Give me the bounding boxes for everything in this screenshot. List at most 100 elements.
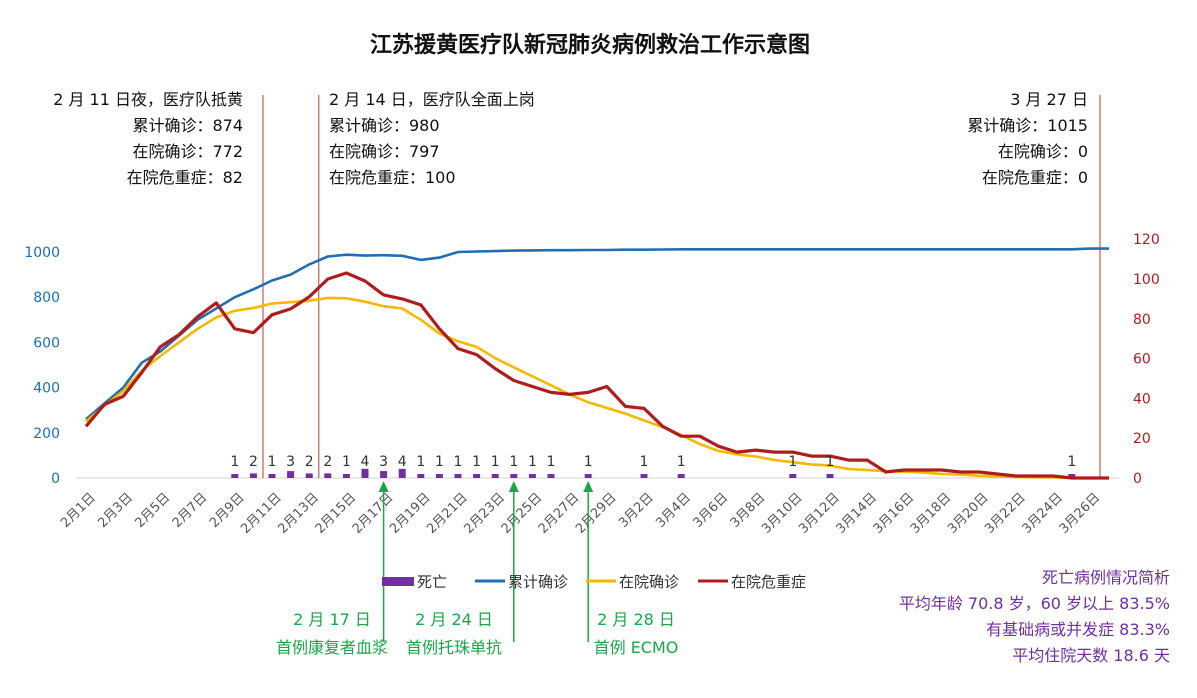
death-bar-label: 1 <box>230 454 239 470</box>
annotation-line: 在院确诊：0 <box>998 142 1088 161</box>
death-bar <box>305 473 313 478</box>
chart-title: 江苏援黄医疗队新冠肺炎病例救治工作示意图 <box>370 32 810 58</box>
death-bar <box>473 474 481 478</box>
annotation-line: 在院危重症：0 <box>982 168 1088 187</box>
death-bar <box>789 474 797 478</box>
death-bar-label: 2 <box>249 454 258 470</box>
x-tick-label: 2月5日 <box>133 490 174 531</box>
death-bar <box>677 474 685 478</box>
death-bar <box>528 474 536 478</box>
legend-label: 死亡 <box>417 573 447 591</box>
event-date: 2 月 17 日 <box>293 610 371 629</box>
death-bar-label: 1 <box>788 454 797 470</box>
death-bar <box>249 473 257 478</box>
annotation-line: 在院确诊：797 <box>329 142 440 161</box>
death-bar <box>342 474 350 478</box>
annotation-line: 在院确诊：772 <box>132 142 243 161</box>
y-left-tick-label: 1000 <box>24 245 60 261</box>
death-bar-label: 1 <box>528 454 537 470</box>
death-summary-line: 平均住院天数 18.6 天 <box>1012 646 1170 665</box>
death-bar-label: 1 <box>584 454 593 470</box>
series-line-1 <box>85 247 1109 421</box>
death-bar-label: 1 <box>472 454 481 470</box>
death-bar-label: 1 <box>268 454 277 470</box>
x-tick-label: 2月29日 <box>573 490 620 537</box>
death-bar <box>826 474 834 478</box>
death-bar-label: 1 <box>640 454 649 470</box>
y-left-tick-label: 200 <box>33 426 60 442</box>
death-bar-label: 4 <box>361 454 370 470</box>
death-bar-label: 1 <box>826 454 835 470</box>
x-tick-label: 3月2日 <box>616 490 657 531</box>
death-bar <box>584 474 592 478</box>
death-bars <box>231 468 1076 478</box>
event-arrow-head <box>583 481 594 492</box>
death-bar <box>380 471 388 478</box>
legend-label: 在院确诊 <box>619 573 679 591</box>
death-bar-label: 1 <box>416 454 425 470</box>
death-bar <box>398 468 406 478</box>
death-bar-label: 1 <box>435 454 444 470</box>
death-bar-label: 3 <box>379 454 388 470</box>
death-bar <box>417 474 425 478</box>
death-bar-label: 3 <box>286 454 295 470</box>
event-arrow-head <box>378 481 389 492</box>
event-arrow-head <box>508 481 519 492</box>
y-right-tick-label: 120 <box>1133 232 1160 248</box>
death-bar <box>287 471 295 478</box>
event-label: 首例托珠单抗 <box>406 638 502 657</box>
y-left-tick-label: 800 <box>33 290 60 306</box>
annotation-line: 累计确诊：1015 <box>967 116 1088 135</box>
death-bar <box>640 474 648 478</box>
series-lines <box>84 247 1109 480</box>
death-bar-label: 2 <box>323 454 332 470</box>
death-bar <box>454 474 462 478</box>
event-label: 首例 ECMO <box>594 638 679 657</box>
x-tick-label: 3月4日 <box>653 490 694 531</box>
x-tick-label: 3月6日 <box>691 490 732 531</box>
death-bar <box>324 473 332 478</box>
series-line-2 <box>85 296 1109 480</box>
y-right-tick-label: 20 <box>1133 431 1151 447</box>
legend-label: 在院危重症 <box>731 573 806 591</box>
annotation-line: 累计确诊：980 <box>329 116 440 135</box>
y-left-tick-label: 600 <box>33 335 60 351</box>
x-tick-label: 2月1日 <box>58 490 99 531</box>
death-bar <box>491 474 499 478</box>
death-bar-label: 1 <box>342 454 351 470</box>
y-right-tick-label: 0 <box>1133 471 1142 487</box>
event-date: 2 月 28 日 <box>597 610 675 629</box>
x-tick-label: 3月26日 <box>1057 490 1104 537</box>
death-summary-line: 平均年龄 70.8 岁，60 岁以上 83.5% <box>899 594 1170 613</box>
death-bar <box>547 474 555 478</box>
death-summary-title: 死亡病例情况简析 <box>1042 568 1170 587</box>
y-left-tick-label: 0 <box>51 471 60 487</box>
x-tick-label: 2月7日 <box>170 490 211 531</box>
death-bar-label: 1 <box>1067 454 1076 470</box>
legend-label: 累计确诊 <box>508 573 568 591</box>
annotation-line: 在院危重症：100 <box>329 168 456 187</box>
death-bar-label: 4 <box>398 454 407 470</box>
event-date: 2 月 24 日 <box>415 610 493 629</box>
legend-swatch-bar <box>382 577 414 586</box>
legend: 死亡 累计确诊 在院确诊 在院危重症 <box>382 573 806 591</box>
y-right-tick-label: 80 <box>1133 312 1151 328</box>
annotation-line: 在院危重症：82 <box>127 168 243 187</box>
death-bar <box>1068 474 1076 478</box>
death-bar-label: 2 <box>305 454 314 470</box>
death-bar-label: 1 <box>547 454 556 470</box>
y-right-tick-label: 60 <box>1133 352 1151 368</box>
death-bar <box>231 474 239 478</box>
annotation-line: 2 月 11 日夜，医疗队抵黄 <box>53 90 243 109</box>
death-bar <box>268 474 276 478</box>
y-left-tick-label: 400 <box>33 381 60 397</box>
death-summary-line: 有基础病或并发症 83.3% <box>986 620 1170 639</box>
x-tick-label: 2月3日 <box>95 490 136 531</box>
annotation-line: 累计确诊：874 <box>132 116 243 135</box>
death-bar-label: 1 <box>677 454 686 470</box>
